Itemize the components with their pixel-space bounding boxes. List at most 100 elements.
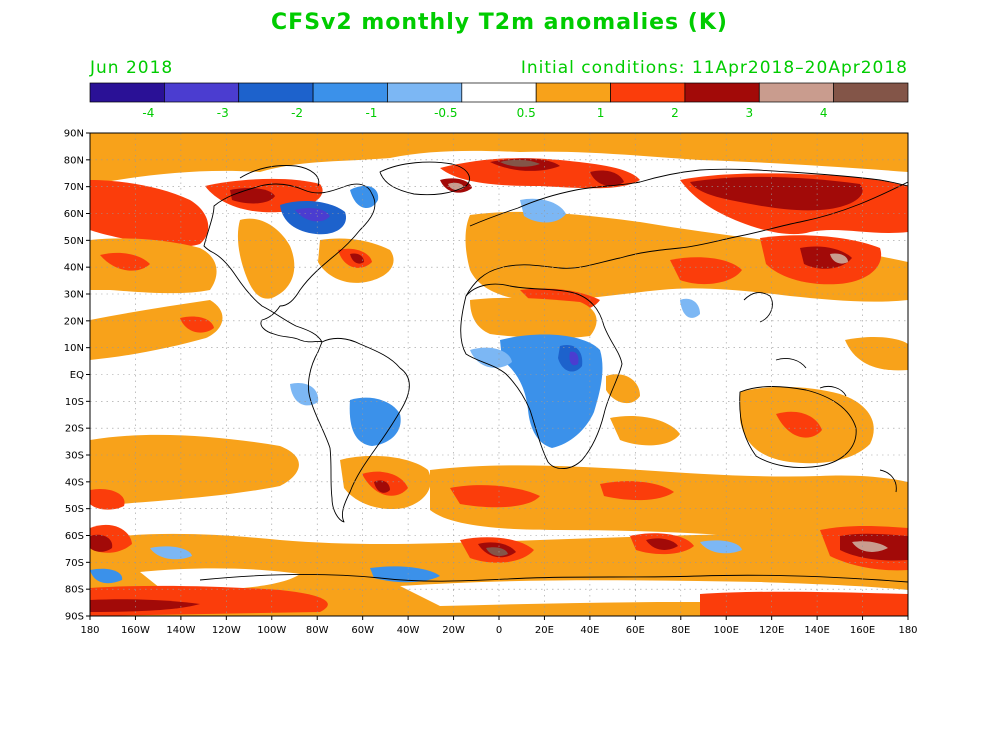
warm-region <box>470 297 597 339</box>
warm-region <box>90 238 217 294</box>
hot-region <box>374 480 390 493</box>
extreme-region <box>500 159 540 167</box>
y-tick-label: 70N <box>64 182 84 193</box>
y-tick-label: 20S <box>65 424 84 435</box>
cool-region <box>150 546 192 560</box>
colorbar-swatch <box>535 82 611 103</box>
y-tick-label: 60N <box>64 209 84 220</box>
x-tick-label: 0 <box>496 625 502 636</box>
gridlines <box>90 133 908 616</box>
warm-region <box>180 316 214 333</box>
axis-ticks: 90N 80N 70N 60N 50N 40N 30N 20N 10N EQ 10S 20S 30S 40… <box>64 129 918 637</box>
hot-region <box>90 599 200 612</box>
warm-region <box>670 257 742 285</box>
warm-region <box>776 411 822 438</box>
cool-region <box>370 566 440 583</box>
colorbar-swatch <box>758 82 834 103</box>
x-tick-label: 160W <box>121 625 150 636</box>
colorbar-swatch <box>461 82 537 103</box>
anomaly-field <box>90 133 908 616</box>
coastlines <box>199 161 908 583</box>
colorbar-label: -1 <box>365 106 377 120</box>
y-tick-label: EQ <box>70 370 84 381</box>
warm-region <box>606 374 640 404</box>
x-tick-label: 20E <box>535 625 554 636</box>
x-tick-label: 60W <box>351 625 374 636</box>
cool-region <box>90 568 123 584</box>
colorbar <box>89 82 909 103</box>
neutral-region <box>140 568 300 590</box>
x-tick-label: 100E <box>714 625 739 636</box>
y-tick-label: 80N <box>64 155 84 166</box>
extreme-region <box>486 547 508 556</box>
forecast-month: Jun 2018 <box>90 58 174 78</box>
warm-region <box>600 481 674 501</box>
extreme-region <box>852 541 888 552</box>
cool-region <box>700 540 742 554</box>
initial-conditions: Initial conditions: 11Apr2018–20Apr2018 <box>520 58 908 78</box>
warm-region <box>430 465 908 542</box>
x-tick-label: 160E <box>850 625 875 636</box>
hot-region <box>350 253 364 264</box>
x-tick-label: 80E <box>671 625 690 636</box>
y-tick-label: 10N <box>64 343 84 354</box>
cool-region <box>680 298 700 318</box>
colorbar-label: 4 <box>820 106 828 120</box>
y-tick-label: 10S <box>65 397 84 408</box>
y-tick-label: 40S <box>65 477 84 488</box>
cool-region <box>349 397 401 446</box>
colorbar-swatch <box>610 82 686 103</box>
hot-region <box>590 170 624 187</box>
warm-region <box>237 218 295 299</box>
x-tick-label: 120W <box>212 625 241 636</box>
colorbar-label: 2 <box>671 106 679 120</box>
very-cold-region <box>569 351 579 366</box>
cool-region <box>470 347 512 368</box>
colorbar-swatch <box>89 82 165 103</box>
map-title: CFSv2 monthly T2m anomalies (K) <box>271 10 728 35</box>
y-tick-label: 90S <box>65 612 84 623</box>
x-tick-label: 120E <box>759 625 784 636</box>
colorbar-swatch <box>238 82 314 103</box>
colorbar-labels: -4 -3 -2 -1 -0.5 0.5 1 2 3 4 <box>142 106 827 120</box>
warm-region <box>700 591 908 616</box>
warm-region <box>610 415 680 446</box>
x-tick-label: 40W <box>397 625 420 636</box>
colorbar-label: -3 <box>217 106 229 120</box>
y-tick-label: 50S <box>65 504 84 515</box>
x-tick-label: 140E <box>804 625 829 636</box>
x-tick-label: 100W <box>257 625 286 636</box>
warm-region <box>90 434 299 504</box>
x-tick-label: 40E <box>580 625 599 636</box>
colorbar-swatch <box>312 82 388 103</box>
y-tick-label: 30N <box>64 290 84 301</box>
y-tick-label: 90N <box>64 129 84 140</box>
colorbar-label: 0.5 <box>517 106 536 120</box>
warm-region <box>440 158 640 189</box>
x-tick-label: 80W <box>306 625 329 636</box>
y-tick-label: 30S <box>65 451 84 462</box>
colorbar-swatch <box>684 82 760 103</box>
colorbar-swatch <box>164 82 240 103</box>
y-tick-label: 40N <box>64 263 84 274</box>
warm-region <box>90 488 125 510</box>
warm-region <box>90 133 908 185</box>
extreme-region <box>448 182 464 191</box>
colorbar-label: -0.5 <box>434 106 457 120</box>
cold-region <box>295 208 330 222</box>
x-tick-label: 20W <box>442 625 465 636</box>
hot-region <box>690 176 863 211</box>
colorbar-label: -4 <box>142 106 154 120</box>
colorbar-label: -2 <box>291 106 303 120</box>
y-tick-label: 20N <box>64 316 84 327</box>
cool-region <box>520 198 566 223</box>
warm-region <box>90 180 209 247</box>
hot-region <box>90 534 113 552</box>
y-tick-label: 80S <box>65 585 84 596</box>
cool-region <box>290 382 319 406</box>
x-tick-label: 180 <box>80 625 99 636</box>
colorbar-swatch <box>387 82 463 103</box>
y-tick-label: 60S <box>65 531 84 542</box>
x-tick-label: 60E <box>626 625 645 636</box>
